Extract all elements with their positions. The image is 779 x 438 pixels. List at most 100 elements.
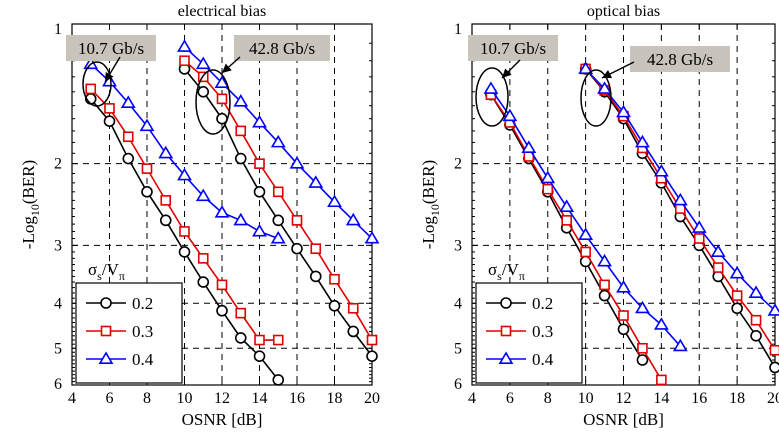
legend-box [75,282,183,384]
data-point [235,125,247,137]
annotation-ellipse [475,67,509,127]
data-point [309,270,322,283]
legend-marker [500,325,512,337]
series-0.2-10-7-gb-s [84,93,285,386]
data-point [616,280,631,293]
legend-label: 0.3 [132,322,153,341]
data-point [216,304,228,317]
x-tick-label: 18 [729,390,745,407]
x-tick-label: 14 [252,390,268,407]
x-tick-label: 12 [616,390,632,407]
data-point [635,134,650,148]
y-tick-label: 1 [54,21,62,38]
legend: 0.2 0.3 0.4 [75,282,183,384]
data-point [731,302,743,315]
data-point [748,285,764,298]
data-point [254,334,265,346]
legend-title: σs/Vπ [488,260,525,283]
data-point [366,334,378,346]
legend-label: 0.4 [132,350,154,369]
data-point [653,163,669,177]
data-point [329,273,340,285]
annotation-box [468,35,558,61]
data-point [618,310,629,321]
x-tick-label: 4 [468,390,476,407]
data-point [693,233,705,244]
data-point [197,85,210,98]
legend-title-sub: s [497,269,502,283]
data-point [712,262,724,273]
annotation-1: 42.8 Gb/s [195,35,330,135]
legend-label: 0.2 [532,294,553,313]
series-0.4-42-8-gb-s [578,61,779,316]
data-point [291,242,303,255]
data-point [233,94,249,107]
annotation-box [630,46,730,72]
legend-title-main: σ [488,260,497,279]
annotation-label: 42.8 Gb/s [249,39,315,58]
annotation-ellipse [580,69,612,127]
data-point [347,302,359,314]
series-0.4-10-7-gb-s [483,81,688,352]
legend-title-mid: /V [102,260,120,279]
data-point [214,205,230,218]
data-point [253,186,266,198]
data-point [197,276,210,288]
y-axis-label-sub: 10 [428,204,442,216]
data-point [635,300,650,314]
data-point [254,158,265,169]
data-point [310,243,322,254]
data-point [769,361,779,374]
data-point [179,55,190,67]
x-tick-label: 4 [68,390,76,407]
y-tick-label: 6 [454,376,462,393]
data-point [308,175,324,188]
y-tick-label: 1 [454,21,462,38]
x-tick-label: 10 [578,390,594,407]
data-point [559,199,575,212]
data-point [179,226,190,237]
data-point [729,265,745,279]
series-0.3-10-7-gb-s [85,83,284,346]
data-point [597,81,612,94]
data-point [656,374,667,386]
annotation-label: 10.7 Gb/s [480,39,546,58]
x-tick-label: 8 [143,390,151,407]
data-point [214,75,230,88]
series-0.4-42-8-gb-s [177,39,380,244]
legend-title-mid: /V [502,260,520,279]
data-point [597,253,612,267]
data-point [578,61,594,74]
chart-title: electrical bias [178,3,266,20]
data-point [653,317,669,330]
data-point [216,279,228,291]
data-point [272,186,284,198]
annotation-arrow-head [222,63,232,73]
data-point [85,83,97,95]
y-tick-label: 2 [454,156,462,173]
x-tick-label: 6 [106,390,114,407]
data-point [122,131,134,143]
data-point [345,212,361,226]
y-axis-label-tail: (BER) [19,160,38,204]
x-tick-label: 6 [506,390,514,407]
legend-title-sub: π [119,269,125,283]
data-point [710,244,726,257]
x-tick-label: 8 [544,390,552,407]
data-point [291,215,303,226]
data-point [252,114,267,128]
legend-title-sub: π [519,269,525,283]
data-point [364,230,380,244]
legend-box [475,282,583,384]
data-point [327,194,342,208]
y-tick-label: 2 [54,156,62,173]
x-tick-label: 16 [691,390,707,407]
annotation-box [234,35,330,61]
data-point [177,167,192,181]
data-point [177,39,192,52]
legend-marker [500,297,512,309]
annotation-0: 10.7 Gb/s [66,35,156,107]
legend-label: 0.2 [132,294,153,313]
data-point [366,350,378,362]
